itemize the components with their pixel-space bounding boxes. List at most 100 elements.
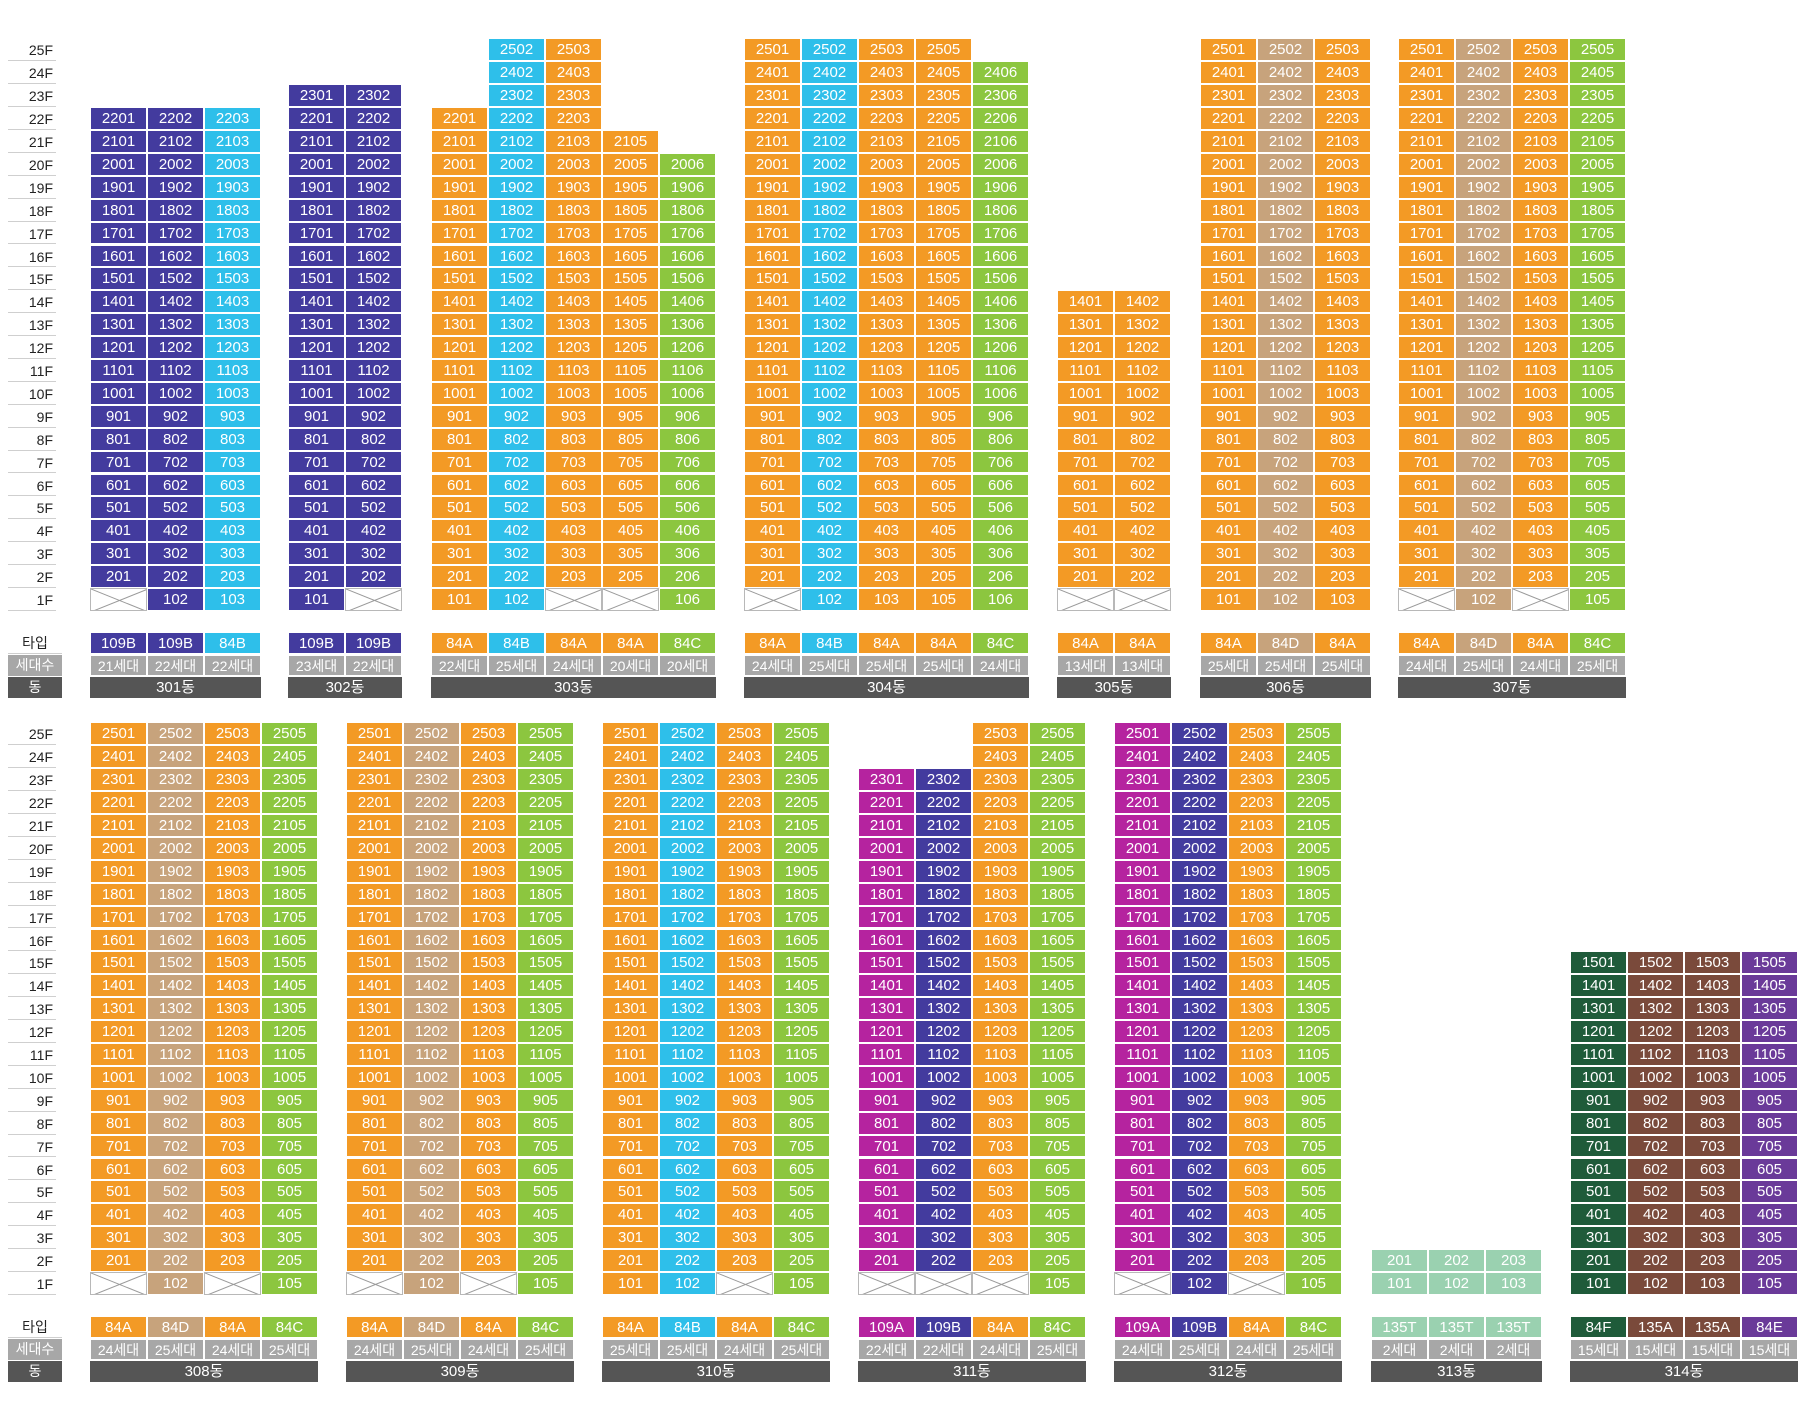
unit-cell[interactable]: 2203	[460, 791, 517, 814]
unit-cell[interactable]: 505	[1285, 1180, 1342, 1204]
unit-cell[interactable]: 401	[1570, 1203, 1627, 1227]
unit-cell[interactable]: 1402	[1455, 290, 1512, 314]
unit-cell[interactable]: 2503	[460, 722, 517, 746]
unit-cell[interactable]: 901	[346, 1088, 403, 1112]
unit-cell[interactable]: 2405	[1285, 745, 1342, 769]
unit-cell[interactable]: 105	[261, 1272, 318, 1295]
unit-cell[interactable]: 1703	[204, 905, 261, 929]
unit-cell[interactable]: 502	[659, 1180, 716, 1204]
unit-cell[interactable]: 301	[90, 542, 147, 566]
unit-cell[interactable]: 2003	[1314, 152, 1371, 176]
unit-cell[interactable]: 102	[403, 1272, 460, 1295]
unit-cell[interactable]: 2003	[1512, 152, 1569, 176]
unit-cell[interactable]: 2301	[1200, 84, 1257, 108]
unit-cell[interactable]: 2202	[659, 791, 716, 814]
unit-cell[interactable]: 2103	[1512, 130, 1569, 153]
unit-cell[interactable]: 2203	[1512, 107, 1569, 130]
unit-cell[interactable]: 1406	[972, 290, 1029, 314]
unit-cell[interactable]: 603	[716, 1157, 773, 1181]
unit-cell[interactable]: 705	[261, 1134, 318, 1158]
unit-cell[interactable]: 1205	[517, 1020, 574, 1043]
unit-cell[interactable]: 2001	[431, 152, 488, 176]
unit-cell[interactable]: 102	[801, 588, 858, 611]
unit-cell[interactable]: 1705	[1285, 905, 1342, 929]
unit-cell[interactable]: 2301	[1114, 768, 1171, 792]
unit-cell[interactable]: 202	[147, 1249, 204, 1272]
unit-cell[interactable]: 2301	[744, 84, 801, 108]
unit-cell[interactable]: 802	[659, 1111, 716, 1135]
unit-cell[interactable]: 2105	[1285, 814, 1342, 837]
unit-cell[interactable]: 1503	[1684, 951, 1741, 975]
unit-cell[interactable]: 1202	[801, 336, 858, 359]
unit-cell[interactable]: 1405	[773, 974, 830, 998]
unit-cell[interactable]: 2202	[147, 791, 204, 814]
unit-cell[interactable]: 1803	[1314, 198, 1371, 222]
unit-cell[interactable]: 1103	[972, 1043, 1029, 1066]
unit-cell[interactable]: 801	[288, 427, 345, 451]
unit-cell[interactable]: 1602	[915, 928, 972, 952]
unit-cell[interactable]: 2102	[147, 130, 204, 153]
unit-cell[interactable]: 1401	[858, 974, 915, 998]
unit-cell[interactable]: 901	[288, 404, 345, 428]
unit-cell[interactable]: 1401	[90, 974, 147, 998]
unit-cell[interactable]: 103	[1684, 1272, 1741, 1295]
unit-cell[interactable]: 1603	[1314, 244, 1371, 268]
unit-cell[interactable]: 1401	[744, 290, 801, 314]
unit-cell[interactable]: 402	[1114, 519, 1171, 543]
unit-cell[interactable]: 1301	[744, 313, 801, 337]
unit-cell[interactable]: 402	[1257, 519, 1314, 543]
unit-cell[interactable]: 701	[288, 450, 345, 474]
unit-cell[interactable]: 1001	[602, 1065, 659, 1089]
unit-cell[interactable]: 1103	[545, 359, 602, 382]
unit-cell[interactable]: 603	[545, 473, 602, 497]
unit-cell[interactable]: 1301	[1057, 313, 1114, 337]
unit-cell[interactable]: 1005	[602, 381, 659, 405]
unit-cell[interactable]: 1803	[1512, 198, 1569, 222]
unit-cell[interactable]: 603	[1684, 1157, 1741, 1181]
unit-cell[interactable]: 703	[204, 1134, 261, 1158]
unit-cell[interactable]: 902	[915, 1088, 972, 1112]
unit-cell[interactable]: 2005	[773, 836, 830, 860]
unit-cell[interactable]: 1803	[460, 882, 517, 906]
unit-cell[interactable]: 303	[1512, 542, 1569, 566]
unit-cell[interactable]: 1001	[1114, 1065, 1171, 1089]
unit-cell[interactable]: 902	[488, 404, 545, 428]
unit-cell[interactable]: 203	[1684, 1249, 1741, 1272]
unit-cell[interactable]: 903	[1512, 404, 1569, 428]
unit-cell[interactable]: 2002	[1257, 152, 1314, 176]
unit-cell[interactable]: 603	[1314, 473, 1371, 497]
unit-cell[interactable]: 2205	[1029, 791, 1086, 814]
unit-cell[interactable]: 1501	[602, 951, 659, 975]
unit-cell[interactable]: 1903	[460, 859, 517, 883]
unit-cell[interactable]: 2003	[204, 152, 261, 176]
unit-cell[interactable]: 2205	[773, 791, 830, 814]
unit-cell[interactable]: 2301	[288, 84, 345, 108]
unit-cell[interactable]: 1102	[147, 359, 204, 382]
unit-cell[interactable]: 1705	[915, 221, 972, 245]
unit-cell[interactable]: 501	[90, 1180, 147, 1204]
unit-cell[interactable]: 1801	[744, 198, 801, 222]
unit-cell[interactable]: 1303	[716, 997, 773, 1021]
unit-cell[interactable]: 1102	[1114, 359, 1171, 382]
unit-cell[interactable]: 2102	[801, 130, 858, 153]
unit-cell[interactable]: 1403	[1314, 290, 1371, 314]
unit-cell[interactable]: 2403	[460, 745, 517, 769]
unit-cell[interactable]: 505	[261, 1180, 318, 1204]
unit-cell[interactable]: 1202	[1455, 336, 1512, 359]
unit-cell[interactable]: 1003	[1314, 381, 1371, 405]
unit-cell[interactable]: 1301	[1200, 313, 1257, 337]
unit-cell[interactable]: 303	[1314, 542, 1371, 566]
unit-cell[interactable]: 1203	[1314, 336, 1371, 359]
unit-cell[interactable]: 2501	[1200, 38, 1257, 62]
unit-cell[interactable]: 903	[204, 404, 261, 428]
unit-cell[interactable]: 1302	[1171, 997, 1228, 1021]
unit-cell[interactable]: 2402	[1455, 61, 1512, 85]
unit-cell[interactable]: 1603	[858, 244, 915, 268]
unit-cell[interactable]: 1901	[90, 859, 147, 883]
unit-cell[interactable]: 1801	[346, 882, 403, 906]
unit-cell[interactable]: 1605	[261, 928, 318, 952]
unit-cell[interactable]: 201	[288, 565, 345, 588]
unit-cell[interactable]: 1205	[1741, 1020, 1798, 1043]
unit-cell[interactable]: 1403	[1228, 974, 1285, 998]
unit-cell[interactable]: 2103	[545, 130, 602, 153]
